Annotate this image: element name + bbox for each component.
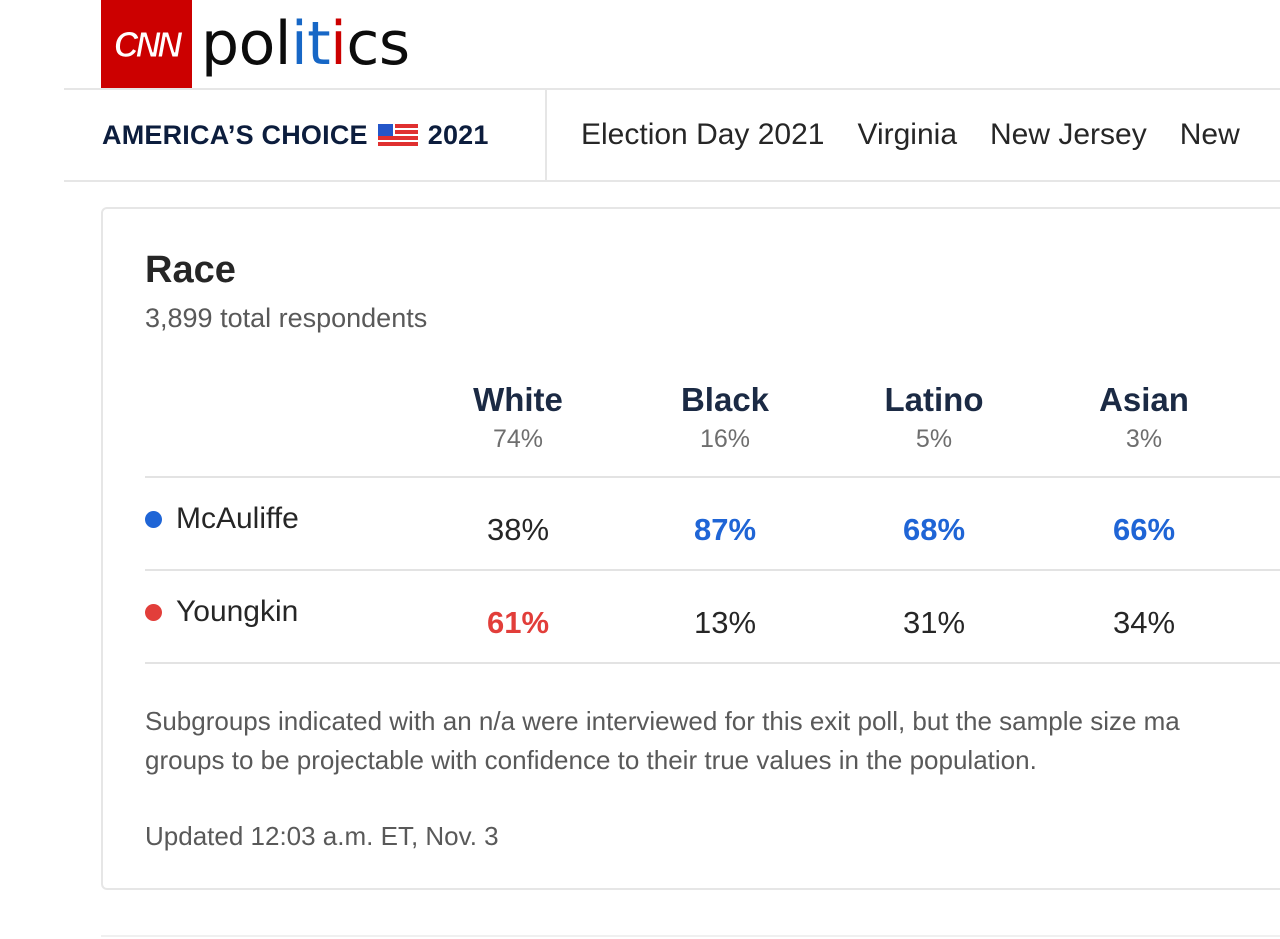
table-cell: 66% — [1112, 512, 1176, 547]
page-divider — [101, 935, 1280, 937]
table-cell: 13% — [693, 605, 757, 640]
candidate-name: Youngkin — [176, 595, 299, 628]
respondents-count: 3,899 total respondents — [145, 303, 428, 333]
column-name: Black — [680, 381, 770, 418]
column-header-asian: Asian 3% — [1044, 381, 1244, 454]
table-divider — [145, 662, 1280, 664]
header-divider — [64, 88, 1280, 90]
note-line: groups to be projectable with confidence… — [145, 745, 1037, 775]
table-cell: 87% — [693, 512, 757, 547]
wordmark-part: i — [290, 9, 308, 79]
nav-link-new-jersey[interactable]: New Jersey — [990, 118, 1147, 151]
wordmark-part: i — [330, 9, 347, 79]
nav-links: Election Day 2021 Virginia New Jersey Ne… — [581, 90, 1273, 180]
table-cell: 61% — [486, 605, 550, 640]
table-cell: 34% — [1112, 605, 1176, 640]
candidate-label-youngkin: Youngkin — [145, 595, 298, 629]
candidate-name: McAuliffe — [176, 502, 299, 535]
table-divider — [145, 476, 1280, 478]
election-nav: AMERICA’S CHOICE 2021 Election Day 2021 … — [64, 90, 1280, 182]
column-share: 5% — [915, 425, 953, 453]
column-name: White — [473, 381, 563, 418]
nav-link-new-york[interactable]: New — [1179, 118, 1240, 151]
column-name: Latino — [884, 381, 984, 418]
wordmark-part: pol — [201, 9, 291, 79]
sample-size-note: Subgroups indicated with an n/a were int… — [145, 702, 1280, 780]
cnn-logo-text: CNN — [113, 24, 182, 66]
column-name: Asian — [1099, 381, 1189, 418]
flag-icon — [377, 124, 418, 146]
column-share: 3% — [1125, 425, 1163, 453]
table-cell: 68% — [902, 512, 966, 547]
table-cell: 31% — [902, 605, 966, 640]
red-dot-icon — [145, 603, 162, 621]
updated-timestamp: Updated 12:03 a.m. ET, Nov. 3 — [145, 821, 499, 851]
wordmark-part: cs — [346, 9, 410, 79]
column-share: 16% — [699, 425, 751, 453]
column-header-black: Black 16% — [625, 381, 825, 454]
blue-dot-icon — [145, 510, 162, 528]
column-header-white: White 74% — [418, 381, 618, 454]
column-header-latino: Latino 5% — [834, 381, 1034, 454]
brand-left-text: AMERICA’S CHOICE — [102, 119, 368, 150]
wordmark-part: t — [307, 9, 331, 79]
cnn-logo[interactable]: CNN — [101, 0, 192, 90]
table-cell: 38% — [486, 512, 550, 547]
nav-link-virginia[interactable]: Virginia — [857, 118, 958, 151]
politics-wordmark[interactable]: politics — [201, 4, 410, 84]
nav-divider — [545, 90, 547, 180]
column-share: 74% — [492, 425, 544, 453]
card-title: Race — [145, 249, 236, 291]
note-line: Subgroups indicated with an n/a were int… — [145, 706, 1180, 736]
candidate-label-mcauliffe: McAuliffe — [145, 502, 299, 536]
brand-year-text: 2021 — [427, 119, 489, 150]
table-divider — [145, 569, 1280, 571]
americas-choice-brand[interactable]: AMERICA’S CHOICE 2021 — [102, 90, 489, 180]
nav-link-election-day[interactable]: Election Day 2021 — [581, 118, 825, 151]
exit-poll-card: Race 3,899 total respondents White 74% B… — [101, 207, 1280, 890]
